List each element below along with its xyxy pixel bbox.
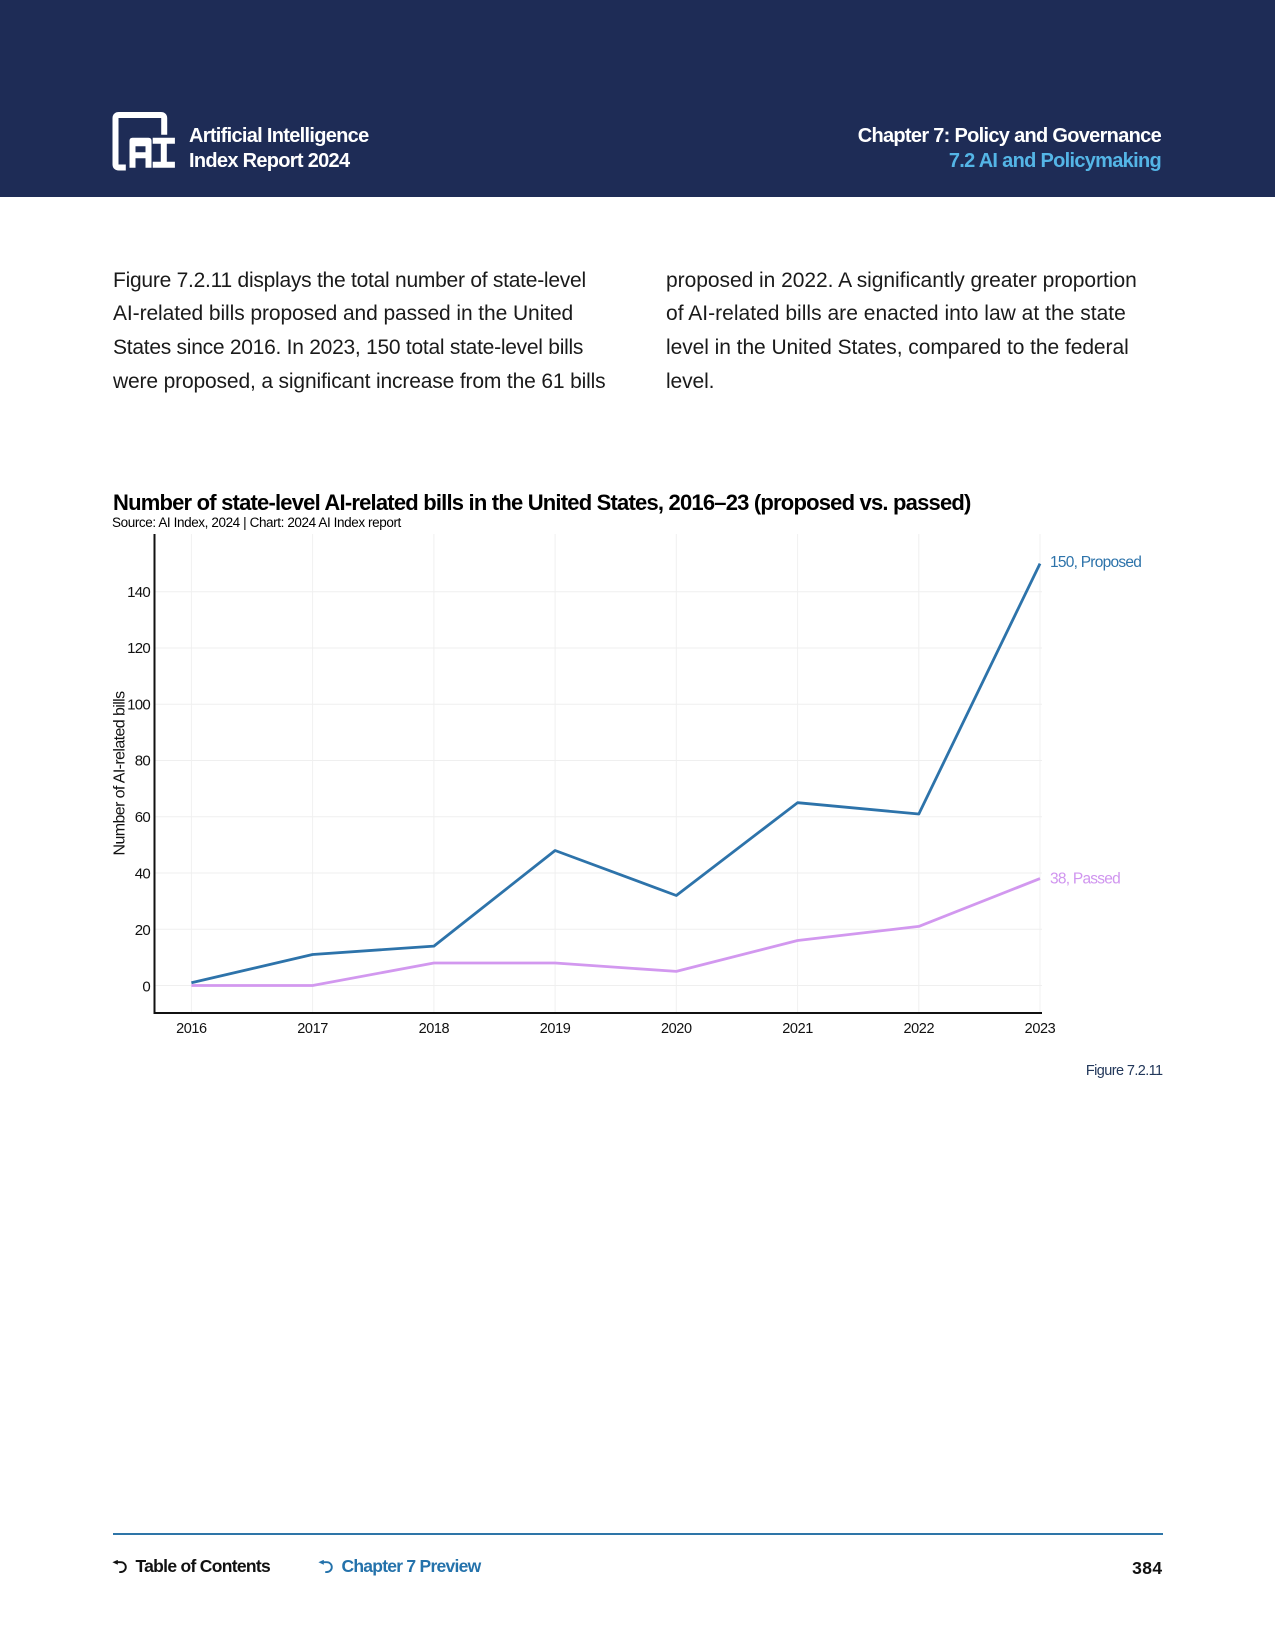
svg-text:60: 60 [135, 809, 151, 826]
svg-text:2022: 2022 [903, 1021, 934, 1037]
svg-text:120: 120 [127, 640, 150, 657]
svg-text:2023: 2023 [1025, 1021, 1056, 1037]
svg-text:Number of AI-related bills: Number of AI-related bills [112, 691, 129, 856]
svg-text:2021: 2021 [782, 1021, 813, 1037]
svg-text:20: 20 [135, 922, 151, 939]
svg-text:2017: 2017 [297, 1021, 328, 1037]
svg-text:2020: 2020 [661, 1021, 692, 1037]
svg-text:100: 100 [127, 697, 150, 714]
svg-text:80: 80 [135, 753, 151, 770]
svg-text:140: 140 [127, 584, 150, 601]
svg-text:2018: 2018 [419, 1021, 450, 1037]
svg-text:0: 0 [142, 979, 150, 996]
svg-text:150, Proposed: 150, Proposed [1050, 554, 1141, 571]
svg-text:2019: 2019 [540, 1021, 571, 1037]
svg-text:38, Passed: 38, Passed [1050, 871, 1120, 888]
svg-text:2016: 2016 [176, 1021, 207, 1037]
svg-text:40: 40 [135, 866, 151, 883]
